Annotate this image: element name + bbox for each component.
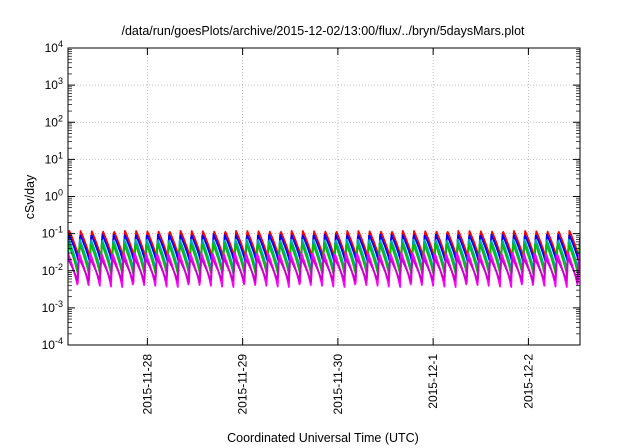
- x-tick-label: 2015-12-2: [521, 354, 535, 409]
- y-tick-label: 10-1: [42, 225, 63, 241]
- y-tick-label: 101: [45, 150, 63, 166]
- y-tick-label: 10-3: [42, 299, 63, 315]
- y-tick-label: 104: [45, 39, 63, 55]
- y-axis: 104 103 102 101 100 10-1 10-2 10-3 10-4: [42, 39, 580, 352]
- x-axis-label: Coordinated Universal Time (UTC): [227, 431, 419, 445]
- y-tick-label: 10-2: [42, 262, 63, 278]
- x-axis: 2015-11-28 2015-11-29 2015-11-30 2015-12-1 2…: [140, 48, 535, 415]
- gridlines: [68, 48, 580, 345]
- y-axis-label: cSv/day: [23, 174, 37, 219]
- series-line-4: [68, 242, 580, 277]
- y-tick-label: 10-4: [42, 336, 63, 352]
- x-tick-label: 2015-12-1: [426, 354, 440, 409]
- data-series: [68, 229, 580, 288]
- y-tick-label: 103: [45, 76, 63, 92]
- x-tick-label: 2015-11-30: [331, 354, 345, 415]
- y-tick-label: 102: [45, 113, 63, 129]
- x-tick-label: 2015-11-28: [140, 354, 154, 415]
- chart-title: /data/run/goesPlots/archive/2015-12-02/1…: [121, 24, 525, 38]
- x-tick-label: 2015-11-29: [236, 354, 250, 415]
- y-tick-label: 100: [45, 188, 63, 204]
- series-line-6: [68, 257, 580, 283]
